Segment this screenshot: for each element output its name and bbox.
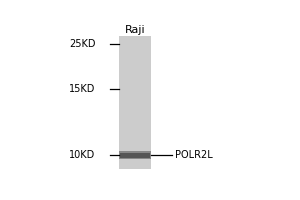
Text: 25KD: 25KD	[69, 39, 96, 49]
Text: Raji: Raji	[125, 25, 146, 35]
Bar	[119, 36, 152, 169]
Text: POLR2L: POLR2L	[175, 150, 212, 160]
Bar	[120, 153, 150, 158]
Bar	[119, 151, 152, 159]
Text: 10KD: 10KD	[69, 150, 96, 160]
Text: 15KD: 15KD	[69, 84, 96, 94]
